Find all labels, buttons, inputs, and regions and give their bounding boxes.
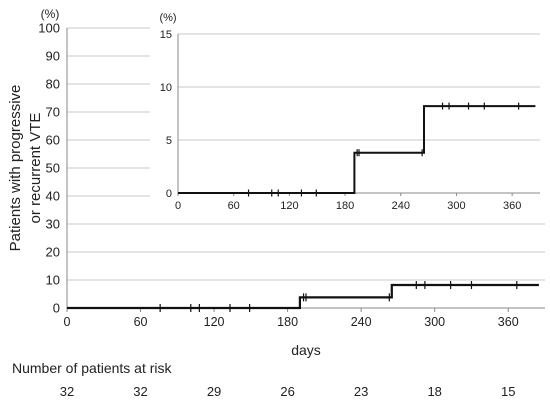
risk-count: 32 (60, 384, 74, 399)
main-x-tick-label: 240 (351, 315, 372, 329)
inset-y-tick-labels: 0 5 10 15 (160, 29, 172, 200)
inset-x-tick-label: 60 (228, 200, 240, 212)
main-y-tick-labels: 0 10 20 30 40 50 60 70 80 90 100 (38, 21, 60, 316)
inset-gridlines (178, 33, 540, 141)
inset-x-tick-label: 120 (280, 200, 298, 212)
risk-table-counts: 32 32 29 26 23 18 15 (60, 384, 516, 399)
main-y-tick-label: 80 (46, 77, 60, 92)
main-y-tick-label: 10 (46, 273, 60, 288)
main-x-axis-title: days (291, 342, 321, 358)
inset-series (178, 102, 536, 197)
risk-count: 23 (354, 384, 368, 399)
main-y-tick-label: 20 (46, 245, 60, 260)
main-x-tick-label: 0 (64, 315, 71, 329)
main-x-tick-label: 60 (134, 315, 148, 329)
inset-y-tick-label: 0 (166, 188, 172, 200)
risk-count: 15 (501, 384, 515, 399)
inset-x-tick-labels: 0 60 120 180 240 300 360 (175, 200, 521, 212)
inset-y-tick-label: 10 (160, 82, 172, 94)
main-y-tick-label: 100 (38, 21, 60, 36)
main-y-tick-label: 40 (46, 189, 60, 204)
main-y-tick-label: 70 (46, 105, 60, 120)
inset-x-tick-label: 180 (336, 200, 354, 212)
inset-x-tick-label: 360 (503, 200, 521, 212)
main-y-tick-label: 50 (46, 161, 60, 176)
risk-count: 32 (133, 384, 147, 399)
inset-y-unit-label: (%) (159, 12, 176, 24)
inset-x-tick-label: 300 (447, 200, 465, 212)
inset-x-tick-label: 240 (392, 200, 410, 212)
main-y-tick-label: 0 (53, 301, 60, 316)
main-x-tick-label: 180 (277, 315, 298, 329)
main-x-tick-labels: 0 60 120 180 240 300 360 (64, 315, 519, 329)
main-y-axis-title-line1: Patients with progressive (7, 85, 24, 252)
main-y-tick-label: 60 (46, 133, 60, 148)
inset-y-tick-label: 15 (160, 29, 172, 41)
risk-table-title: Number of patients at risk (12, 360, 173, 376)
risk-count: 26 (280, 384, 294, 399)
main-x-tick-label: 300 (424, 315, 445, 329)
inset-y-tick-label: 5 (166, 135, 172, 147)
main-y-tick-label: 30 (46, 217, 60, 232)
main-y-tick-label: 90 (46, 49, 60, 64)
main-x-tick-label: 360 (498, 315, 519, 329)
main-series (67, 281, 539, 312)
inset-background (150, 22, 545, 222)
risk-count: 29 (207, 384, 221, 399)
main-y-unit-label: (%) (41, 7, 60, 21)
main-x-tick-label: 120 (204, 315, 225, 329)
main-y-axis-title-line2: or recurrent VTE (27, 113, 44, 224)
risk-count: 18 (427, 384, 441, 399)
inset-x-tick-label: 0 (175, 200, 181, 212)
